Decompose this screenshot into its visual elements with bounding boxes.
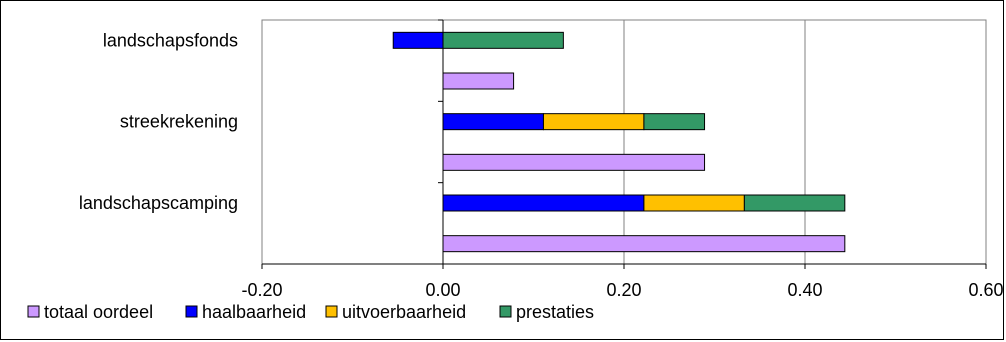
bar-prestaties [643, 113, 706, 131]
legend-swatch [185, 305, 198, 318]
bar-totaal-oordeel [442, 153, 706, 171]
bar-haalbaarheid [442, 194, 645, 212]
legend-swatch [325, 305, 338, 318]
x-tick-label: 0.20 [606, 280, 641, 300]
legend-swatch [499, 305, 512, 318]
x-tick-label: 0.00 [425, 280, 460, 300]
bar-uitvoerbaarheid [643, 194, 745, 212]
bar-uitvoerbaarheid [542, 113, 645, 131]
legend-label: prestaties [516, 302, 594, 322]
bar-totaal-oordeel [442, 235, 846, 253]
x-tick-label: 0.40 [787, 280, 822, 300]
x-tick-label: 0.60 [968, 280, 1003, 300]
category-label: landschapsfonds [103, 30, 238, 50]
x-tick-label: -0.20 [241, 280, 282, 300]
legend-label: uitvoerbaarheid [342, 302, 466, 322]
legend-label: haalbaarheid [202, 302, 306, 322]
bar-totaal-oordeel [442, 72, 515, 90]
legend-label: totaal oordeel [44, 302, 153, 322]
bar-prestaties [743, 194, 846, 212]
bar-prestaties [442, 31, 564, 49]
legend-swatch [27, 305, 40, 318]
bar-haalbaarheid [442, 113, 544, 131]
bar-haalbaarheid [392, 31, 444, 49]
category-label: streekrekening [120, 112, 238, 132]
category-label: landschapscamping [79, 193, 238, 213]
